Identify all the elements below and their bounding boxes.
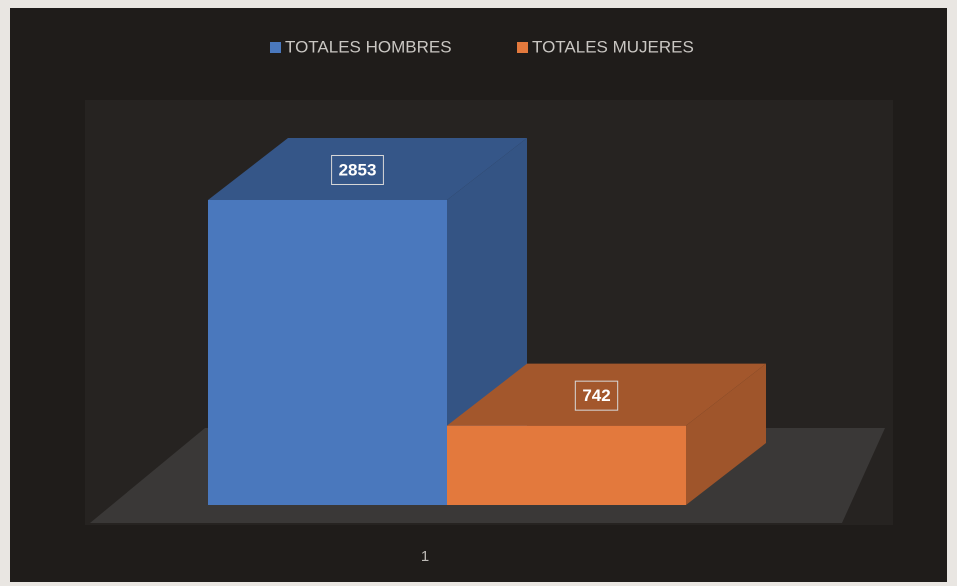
legend-swatch	[517, 42, 528, 53]
bar-top	[447, 363, 766, 426]
data-label-text: 2853	[339, 160, 377, 179]
x-tick-label: 1	[421, 548, 429, 565]
data-label: 2853	[331, 154, 384, 185]
data-label: 742	[574, 380, 619, 411]
legend-label: TOTALES HOMBRES	[285, 37, 452, 56]
data-label-text: 742	[582, 386, 610, 405]
data-label-box	[331, 154, 384, 185]
bar-front	[447, 425, 686, 505]
bar-front	[208, 200, 447, 505]
bar-top	[208, 138, 527, 200]
bars: 2853 742 1	[208, 138, 766, 565]
data-label-box	[574, 380, 619, 411]
legend: TOTALES HOMBRES TOTALES MUJERES	[270, 37, 694, 56]
bar-side	[686, 363, 766, 505]
legend-swatch	[270, 42, 281, 53]
legend-label: TOTALES MUJERES	[532, 37, 694, 56]
bar	[447, 363, 766, 505]
